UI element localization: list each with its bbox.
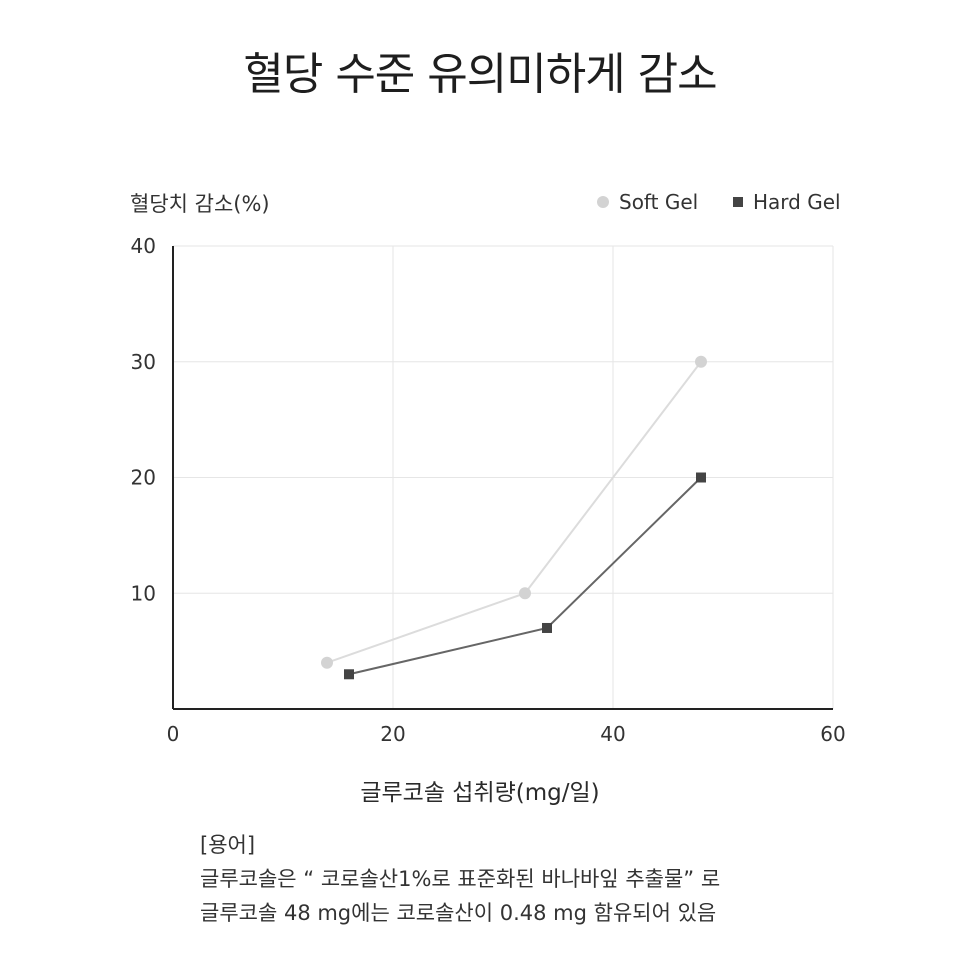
legend-soft-gel: Soft Gel [597,190,698,214]
notes-line-1: 글루코솔은 “ 코로솔산1%로 표준화된 바나바잎 추출물” 로 [200,867,721,891]
y-axis-label: 혈당치 감소(%) [130,192,270,216]
legend-hard-gel-label: Hard Gel [753,190,841,214]
x-tick-label: 60 [820,722,845,746]
data-point-soft-gel [695,355,707,368]
legend-circle-marker [597,196,609,208]
data-point-hard-gel [344,669,354,680]
x-tick-label: 0 [167,722,180,746]
notes-heading: [용어] [200,833,256,857]
terminology-notes: [용어] 글루코솔은 “ 코로솔산1%로 표준화된 바나바잎 추출물” 로 글루… [200,828,720,930]
page-title: 혈당 수준 유의미하게 감소 [243,49,717,100]
y-tick-label: 30 [131,350,156,374]
legend-soft-gel-label: Soft Gel [619,190,699,214]
series-line-hard-gel [348,476,702,676]
x-axis-label: 글루코솔 섭취량(mg/일) [360,780,600,806]
y-tick-label: 10 [131,581,156,605]
data-point-hard-gel [696,472,706,483]
notes-line-2: 글루코솔 48 mg에는 코로솔산이 0.48 mg 함유되어 있음 [200,901,717,925]
y-tick-label: 20 [131,466,156,490]
data-point-soft-gel [321,656,333,669]
data-point-soft-gel [519,587,531,600]
data-point-hard-gel [542,622,552,633]
x-tick-label: 20 [380,722,405,746]
x-tick-label: 40 [600,722,625,746]
series-line-soft-gel [326,361,702,664]
legend-hard-gel: Hard Gel [733,190,841,214]
y-tick-label: 40 [131,234,156,258]
legend-square-marker [733,197,743,207]
